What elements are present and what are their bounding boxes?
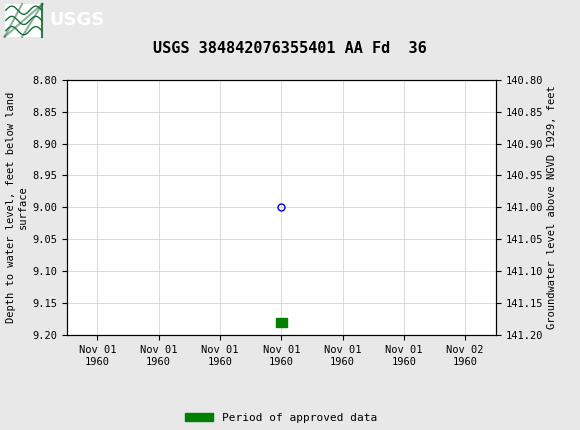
Bar bbox=[276, 318, 287, 327]
Y-axis label: Groundwater level above NGVD 1929, feet: Groundwater level above NGVD 1929, feet bbox=[548, 86, 557, 329]
FancyBboxPatch shape bbox=[5, 4, 42, 37]
Legend: Period of approved data: Period of approved data bbox=[181, 408, 382, 427]
Y-axis label: Depth to water level, feet below land
surface: Depth to water level, feet below land su… bbox=[6, 92, 28, 323]
Text: USGS: USGS bbox=[49, 12, 104, 29]
Text: USGS 384842076355401 AA Fd  36: USGS 384842076355401 AA Fd 36 bbox=[153, 41, 427, 56]
